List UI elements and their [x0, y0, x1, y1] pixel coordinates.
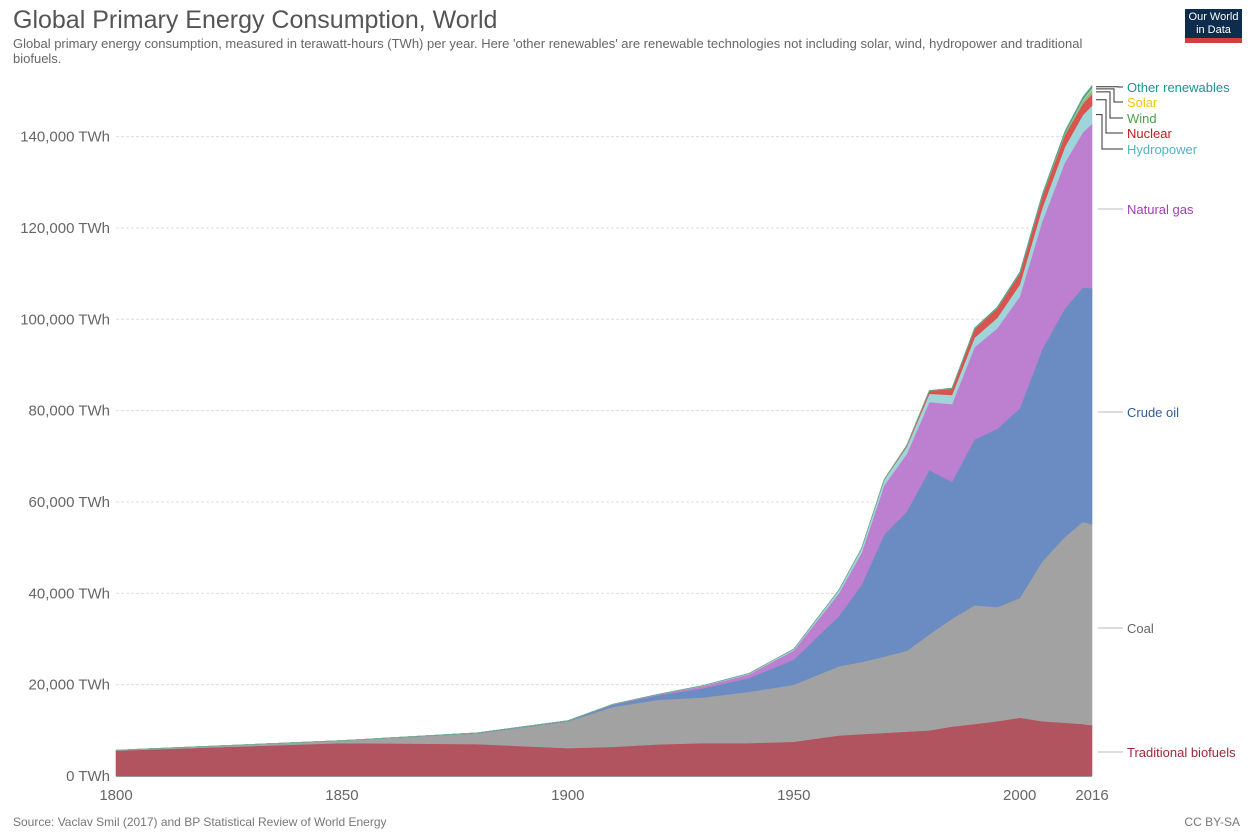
x-tick-label: 2016	[1075, 787, 1108, 804]
legend-label-crude-oil[interactable]: Crude oil	[1127, 405, 1179, 420]
legend-leader-line	[1096, 91, 1123, 119]
y-tick-label: 120,000 TWh	[20, 220, 110, 237]
legend-label-other-renewables[interactable]: Other renewables	[1127, 80, 1230, 95]
y-tick-label: 20,000 TWh	[29, 677, 110, 694]
x-tick-label: 1850	[325, 787, 358, 804]
legend-leader-line	[1096, 99, 1123, 134]
y-tick-label: 0 TWh	[66, 768, 110, 785]
axes: 0 TWh 20,000 TWh 40,000 TWh 60,000 TWh 80,00…	[20, 129, 1108, 804]
legend-label-wind[interactable]: Wind	[1127, 111, 1157, 126]
area-other-renewables[interactable]	[115, 84, 1093, 751]
grid-lines	[116, 136, 1092, 686]
x-tick-label: 2000	[1003, 787, 1036, 804]
owid-logo[interactable]: Our World in Data	[1185, 9, 1242, 43]
y-tick-label: 60,000 TWh	[29, 494, 110, 511]
legend-label-nuclear[interactable]: Nuclear	[1127, 126, 1172, 141]
x-tick-label: 1900	[551, 787, 584, 804]
legend-label-traditional-biofuels[interactable]: Traditional biofuels	[1127, 745, 1236, 760]
legend-leader-line	[1096, 88, 1123, 103]
legend-label-natural-gas[interactable]: Natural gas	[1127, 202, 1194, 217]
area-series	[115, 84, 1093, 777]
chart-title: Global Primary Energy Consumption, World	[13, 6, 498, 34]
license-link[interactable]: CC BY-SA	[1184, 815, 1240, 829]
y-tick-label: 100,000 TWh	[20, 311, 110, 328]
legend-label-hydropower[interactable]: Hydropower	[1127, 142, 1198, 157]
y-tick-label: 40,000 TWh	[29, 585, 110, 602]
x-tick-label: 1950	[777, 787, 810, 804]
chart-subtitle: Global primary energy consumption, measu…	[13, 36, 1083, 66]
y-tick-label: 140,000 TWh	[20, 129, 110, 146]
legend: Traditional biofuels Coal Crude oil Natural…	[1096, 80, 1236, 760]
logo-line-1: Our World	[1188, 11, 1239, 23]
logo-line-2: in Data	[1196, 24, 1231, 36]
legend-leader-line	[1096, 114, 1123, 150]
source-note: Source: Vaclav Smil (2017) and BP Statis…	[13, 815, 387, 829]
legend-label-coal[interactable]: Coal	[1127, 621, 1154, 636]
legend-label-solar[interactable]: Solar	[1127, 95, 1158, 110]
x-tick-label: 1800	[99, 787, 132, 804]
y-tick-label: 80,000 TWh	[29, 403, 110, 420]
